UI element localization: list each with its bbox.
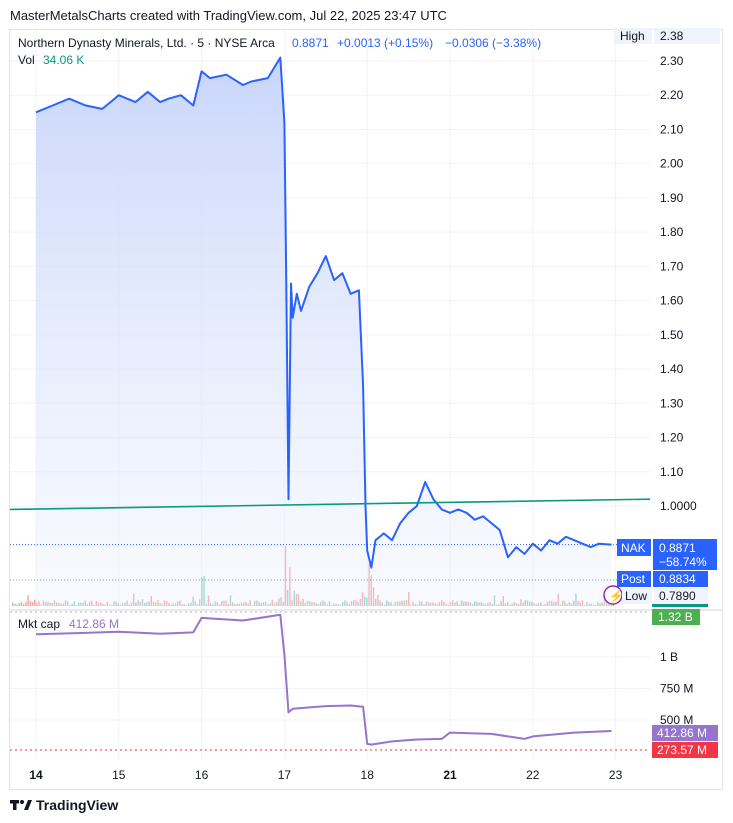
trendline[interactable] (9, 498, 651, 511)
chart-frame (9, 29, 723, 790)
volume-bar (34, 599, 36, 606)
price-axis-label: 1.20 (660, 431, 684, 445)
price-axis-label: 2.00 (660, 157, 684, 171)
legend-vol-label: Vol (18, 53, 35, 67)
price-axis-label: 2.10 (660, 122, 684, 136)
price-line[interactable] (35, 56, 612, 569)
price-axis-label: 1.70 (660, 259, 684, 273)
volume-bar (12, 602, 14, 606)
price-area-fill (36, 57, 612, 607)
time-axis-label: 23 (609, 768, 623, 782)
high-label: High (620, 29, 645, 43)
time-axis-label: 18 (361, 768, 375, 782)
volume-bar (18, 602, 20, 606)
time-axis-label: 15 (112, 768, 126, 782)
post-badge: Post 0.8834 (617, 571, 708, 587)
price-axis-label: 1.0000 (660, 499, 697, 513)
vol-badge-value: 1.32 B (658, 610, 693, 624)
nak-badge: NAK 0.8871 −58.74% (617, 539, 717, 570)
lightning-glyph: ⚡ (609, 589, 624, 603)
price-axis-label: 1.10 (660, 465, 684, 479)
high-badge: High 2.38 (614, 28, 720, 44)
mcap-legend-label: Mkt cap (18, 617, 60, 631)
volume-bar (29, 600, 31, 606)
volume-bar (16, 604, 18, 606)
volume-bar (27, 595, 29, 606)
tradingview-footer[interactable]: TradingView (10, 797, 118, 813)
post-label: Post (621, 572, 646, 586)
price-axis-label: 1.60 (660, 294, 684, 308)
low-value: 0.7890 (659, 589, 696, 603)
price-axis-label: 2.20 (660, 88, 684, 102)
legend-vol-value: 34.06 K (43, 53, 84, 67)
volume-bar (25, 602, 27, 606)
nak-label: NAK (621, 541, 646, 555)
price-axis-label: 2.30 (660, 54, 684, 68)
price-axis-label: 1.50 (660, 328, 684, 342)
mcap-axis-label: 1 B (660, 650, 678, 664)
attribution-text: MasterMetalsCharts created with TradingV… (10, 8, 447, 23)
low-badge: ⚡ Low 0.7890 (603, 585, 708, 605)
high-value: 2.38 (660, 29, 684, 43)
legend-change-2: −0.0306 (−3.38%) (445, 36, 541, 50)
footer-brand: TradingView (36, 797, 119, 813)
post-value: 0.8834 (659, 572, 696, 586)
mcap-axis-label: 500 M (660, 713, 693, 727)
mcap-legend-value: 412.86 M (69, 617, 119, 631)
price-axis-label: 1.90 (660, 191, 684, 205)
time-axis-label: 21 (443, 768, 457, 782)
volume-axis-badge: 1.32 B (652, 604, 708, 625)
volume-bar (20, 601, 23, 606)
nak-value: 0.8871 (659, 541, 696, 555)
tradingview-logo-icon (10, 800, 32, 810)
volume-bar (31, 602, 34, 606)
mcap-line[interactable] (35, 613, 612, 746)
time-axis-label: 16 (195, 768, 209, 782)
low-label: Low (625, 589, 647, 603)
price-axis-label: 1.80 (660, 225, 684, 239)
time-axis-label: 22 (526, 768, 540, 782)
mcap-badge: 412.86 M 273.57 M (652, 725, 718, 758)
price-axis-label: 1.40 (660, 362, 684, 376)
mcap-axis-label: 750 M (660, 682, 693, 696)
legend-last: 0.8871 (292, 36, 329, 50)
nak-pct: −58.74% (659, 555, 707, 569)
legend-title: Northern Dynasty Minerals, Ltd. · 5 · NY… (18, 36, 275, 50)
price-axis-label: 1.30 (660, 396, 684, 410)
time-axis-label: 14 (29, 768, 43, 782)
time-axis-label: 17 (278, 768, 292, 782)
volume-bar (23, 603, 25, 606)
legend-change: +0.0013 (+0.15%) (337, 36, 433, 50)
mcap-low-value: 273.57 M (657, 743, 707, 757)
mcap-badge-value: 412.86 M (657, 726, 707, 740)
volume-bar (14, 603, 16, 606)
